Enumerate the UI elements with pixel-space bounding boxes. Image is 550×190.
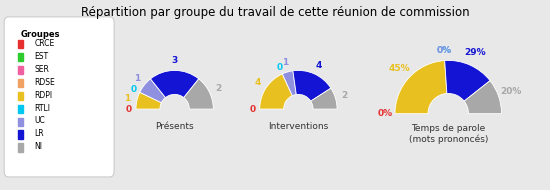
Text: 0%: 0% — [437, 46, 452, 55]
Text: 2: 2 — [342, 91, 348, 100]
Text: 45%: 45% — [389, 64, 410, 73]
Wedge shape — [151, 70, 199, 98]
Text: 0%: 0% — [378, 109, 393, 118]
Bar — [19, 131, 24, 139]
Text: SER: SER — [35, 65, 50, 74]
Bar — [19, 66, 24, 74]
Text: 29%: 29% — [464, 48, 486, 57]
Wedge shape — [445, 60, 490, 101]
Bar — [19, 118, 24, 126]
Text: Interventions: Interventions — [268, 122, 328, 131]
Text: 1: 1 — [282, 58, 288, 67]
Text: NI: NI — [35, 142, 43, 151]
Text: EST: EST — [35, 52, 49, 61]
Wedge shape — [293, 70, 331, 101]
Wedge shape — [140, 79, 166, 103]
Bar — [19, 53, 24, 61]
Text: Répartition par groupe du travail de cette réunion de commission: Répartition par groupe du travail de cet… — [81, 6, 469, 19]
Text: Présents: Présents — [155, 122, 194, 131]
Wedge shape — [395, 61, 447, 114]
Text: RTLI: RTLI — [35, 104, 51, 112]
Text: 20%: 20% — [500, 87, 522, 96]
Wedge shape — [136, 92, 161, 109]
Bar — [19, 105, 24, 113]
Wedge shape — [311, 88, 337, 109]
Text: UC: UC — [35, 116, 46, 125]
Wedge shape — [464, 81, 502, 114]
Text: 0%: 0% — [437, 46, 452, 55]
Text: 4: 4 — [255, 78, 261, 87]
Wedge shape — [282, 71, 296, 96]
Text: Groupes: Groupes — [20, 30, 60, 39]
Text: Temps de parole
(mots prononcés): Temps de parole (mots prononcés) — [409, 124, 488, 144]
Bar — [19, 143, 24, 151]
Bar — [19, 79, 24, 87]
Text: RDSE: RDSE — [35, 78, 56, 87]
Text: 0: 0 — [130, 85, 136, 94]
Text: 3: 3 — [172, 56, 178, 65]
Bar — [19, 40, 24, 48]
Text: 4: 4 — [315, 61, 322, 70]
Text: CRCE: CRCE — [35, 39, 55, 48]
Text: 1: 1 — [124, 94, 130, 103]
Text: RDPI: RDPI — [35, 91, 53, 100]
Text: 1: 1 — [134, 74, 140, 83]
Bar — [19, 92, 24, 100]
Text: 0: 0 — [126, 105, 132, 114]
FancyBboxPatch shape — [4, 17, 114, 177]
Text: 2: 2 — [215, 84, 221, 93]
Text: LR: LR — [35, 129, 45, 138]
Wedge shape — [184, 79, 213, 109]
Text: 0: 0 — [250, 105, 256, 114]
Wedge shape — [260, 74, 292, 109]
Text: 0: 0 — [276, 63, 283, 72]
